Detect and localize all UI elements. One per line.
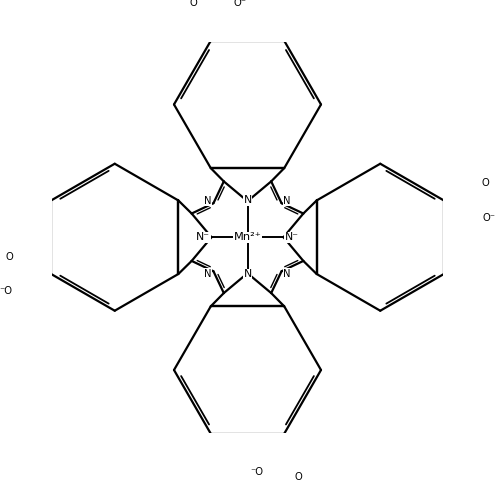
Text: O⁻: O⁻ — [483, 213, 495, 223]
Text: N: N — [244, 195, 251, 205]
Text: ⁻O: ⁻O — [250, 468, 263, 478]
Text: ⁻O: ⁻O — [0, 286, 12, 296]
Text: O: O — [482, 178, 490, 188]
Text: O: O — [190, 0, 198, 8]
Text: O: O — [295, 472, 302, 480]
Text: O: O — [5, 252, 13, 262]
Text: N: N — [284, 196, 291, 206]
Text: N: N — [204, 196, 211, 206]
Text: N⁻: N⁻ — [197, 232, 210, 242]
Text: N: N — [244, 269, 251, 279]
Text: Mn²⁺: Mn²⁺ — [234, 232, 261, 242]
Text: N⁻: N⁻ — [285, 232, 298, 242]
Text: O⁻: O⁻ — [233, 0, 246, 8]
Text: N: N — [204, 269, 211, 278]
Text: N: N — [284, 269, 291, 278]
